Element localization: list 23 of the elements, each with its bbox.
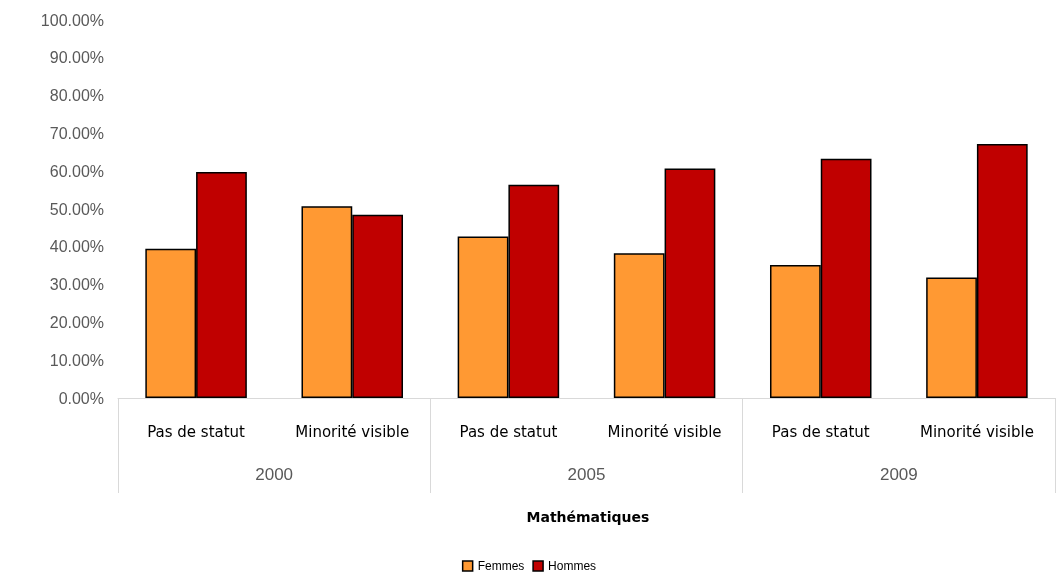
text: 2000 [255, 465, 294, 484]
text: 2009 [879, 465, 918, 484]
y-tick-label: 90.00% [49, 49, 104, 67]
y-tick-label: 20.00% [49, 313, 104, 331]
x-tick-label: Minorité visible [295, 422, 410, 441]
x-tick-label: Pas de statut [771, 422, 870, 441]
y-tick-label: 10.00% [49, 351, 104, 369]
y-tick-label: 30.00% [49, 276, 104, 294]
y-tick-label: 80.00% [49, 87, 104, 105]
y-tick-label: 70.00% [49, 124, 104, 142]
legend-label: Hommes [548, 559, 597, 573]
x-tick-label: Minorité visible [607, 422, 722, 441]
x-tick-label: Minorité visible [919, 422, 1034, 441]
text: 2005 [567, 465, 606, 484]
y-tick-label: 50.00% [49, 200, 104, 218]
y-tick-label: 100.00% [40, 11, 104, 29]
y-tick-label: 40.00% [49, 238, 104, 256]
legend-label: Femmes [477, 559, 525, 573]
x-tick-label: Pas de statut [147, 422, 246, 441]
y-tick-label: 60.00% [49, 162, 104, 180]
text: Mathématiques [526, 509, 650, 525]
y-tick-label: 0.00% [58, 389, 104, 407]
x-tick-label: Pas de statut [459, 422, 558, 441]
